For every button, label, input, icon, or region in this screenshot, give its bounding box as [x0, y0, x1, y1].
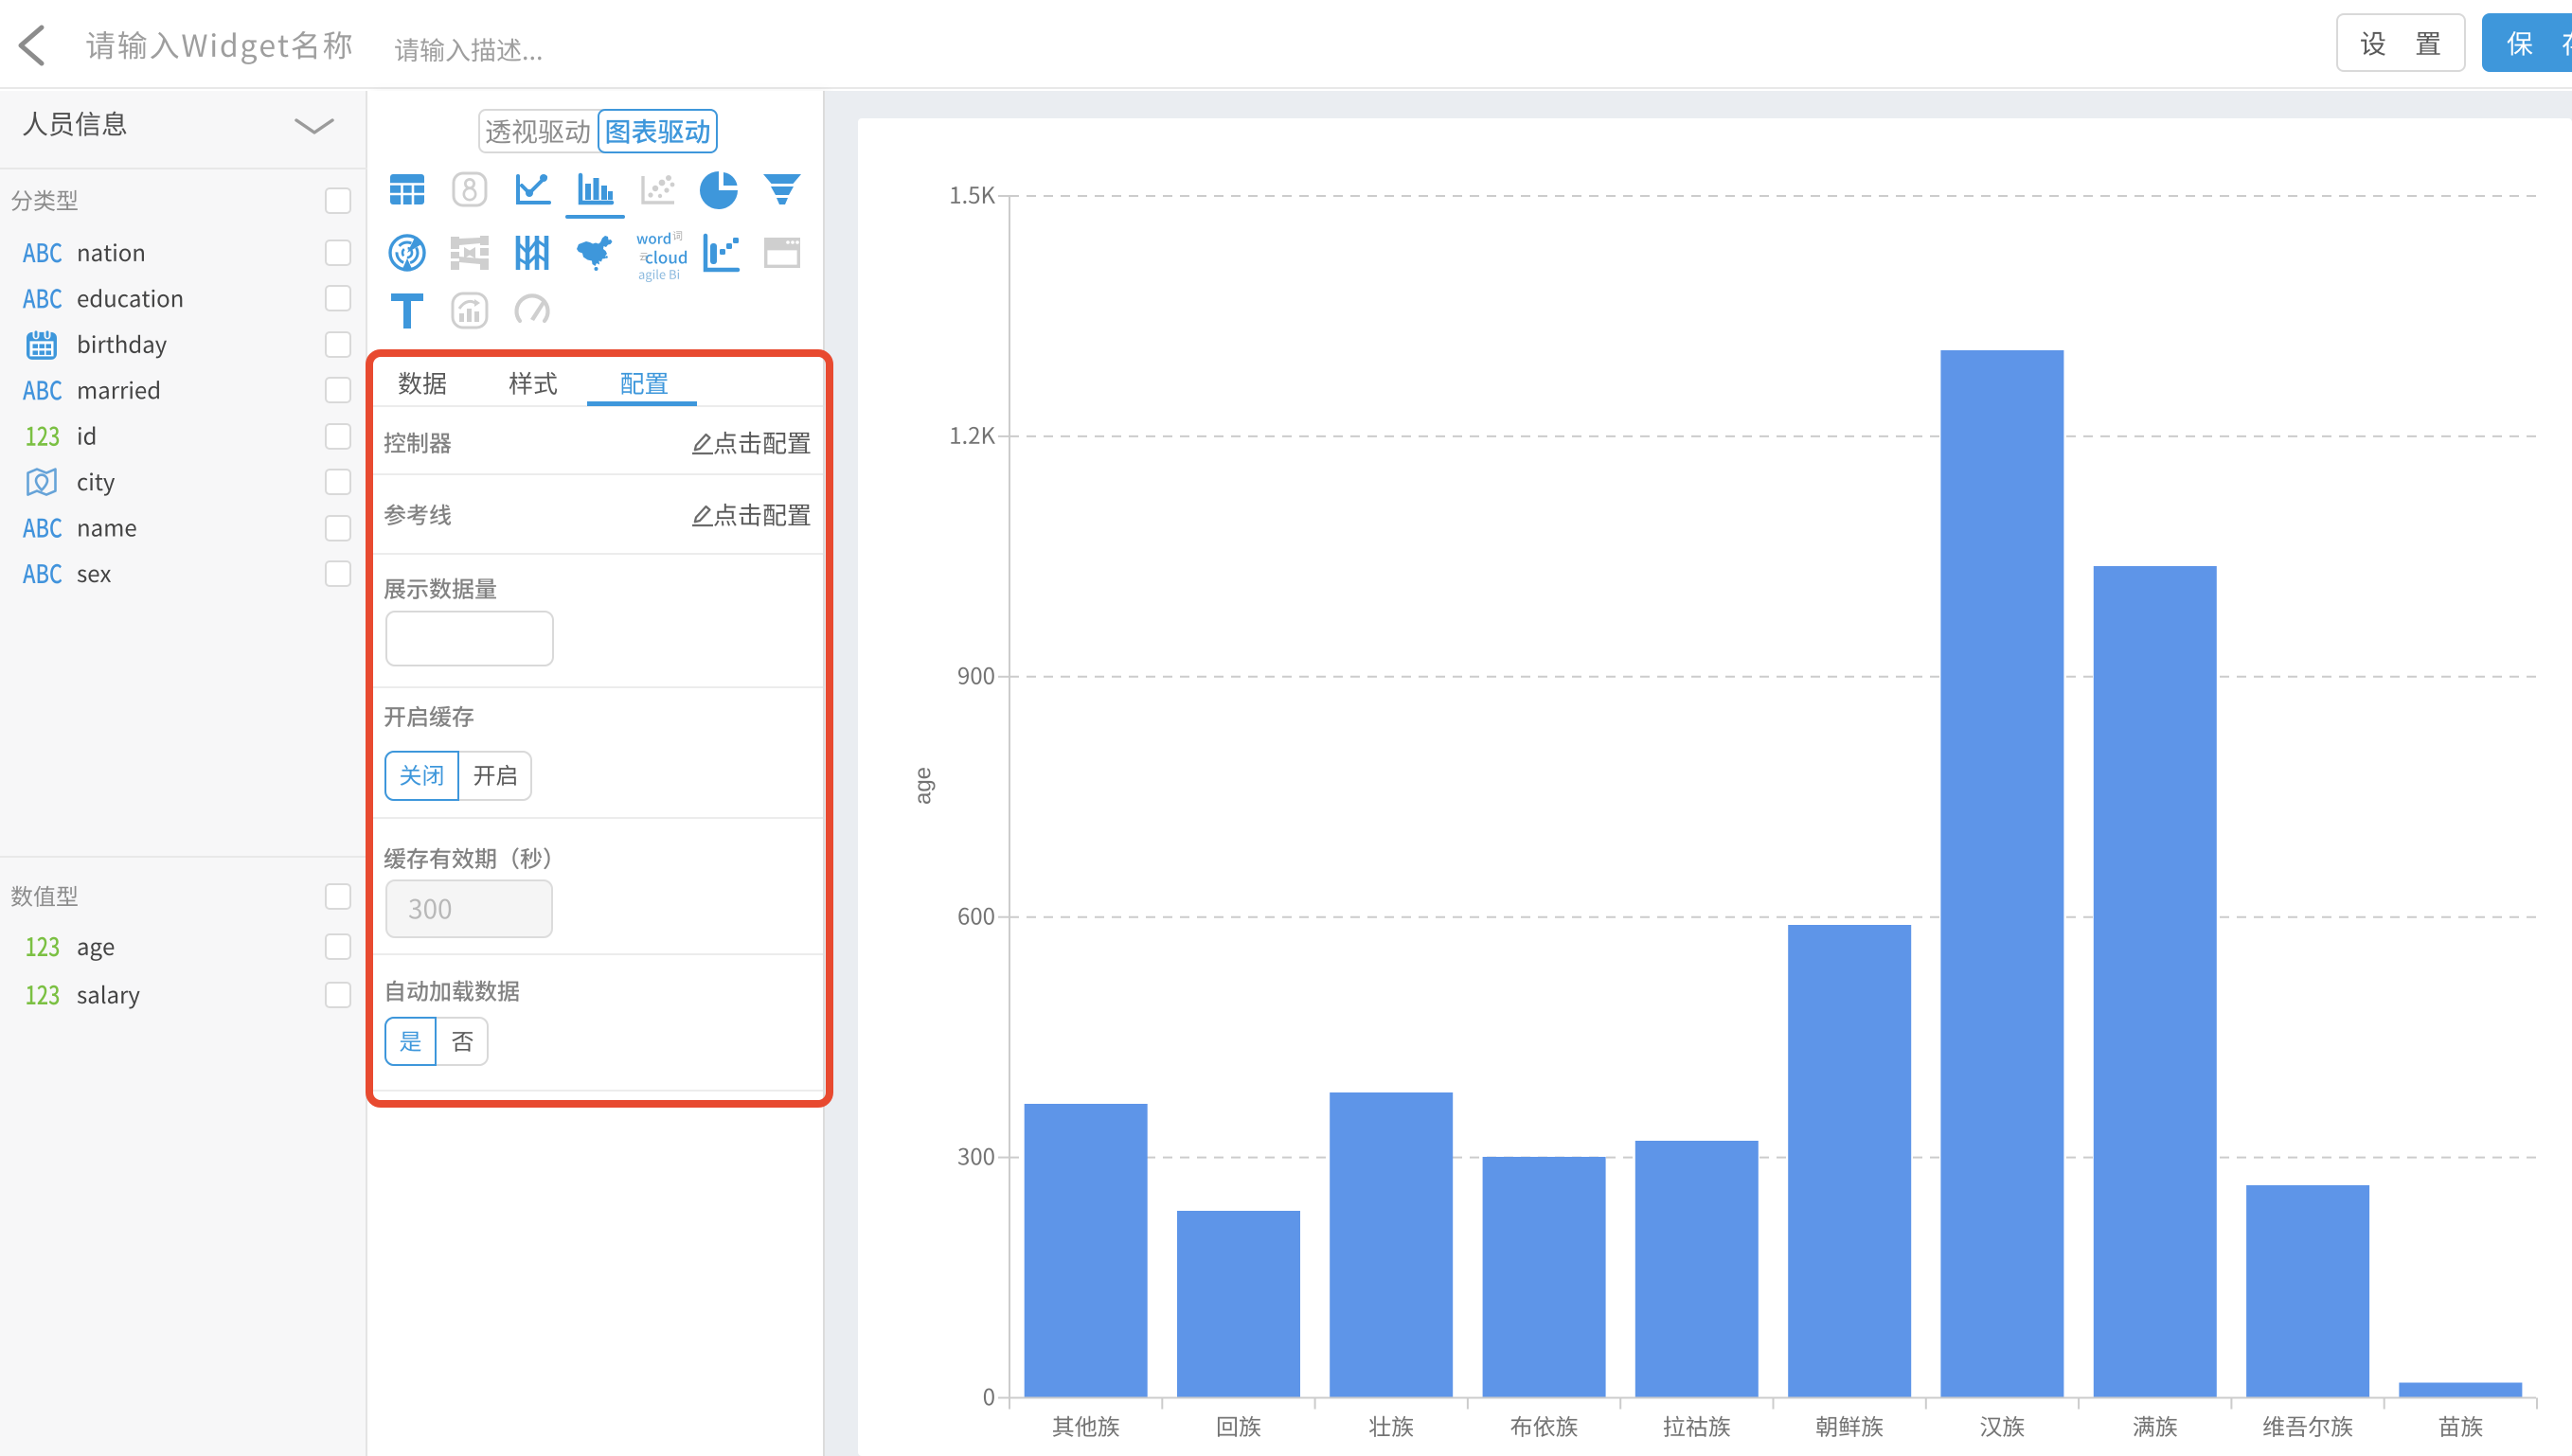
svg-text:age: age	[911, 767, 937, 805]
